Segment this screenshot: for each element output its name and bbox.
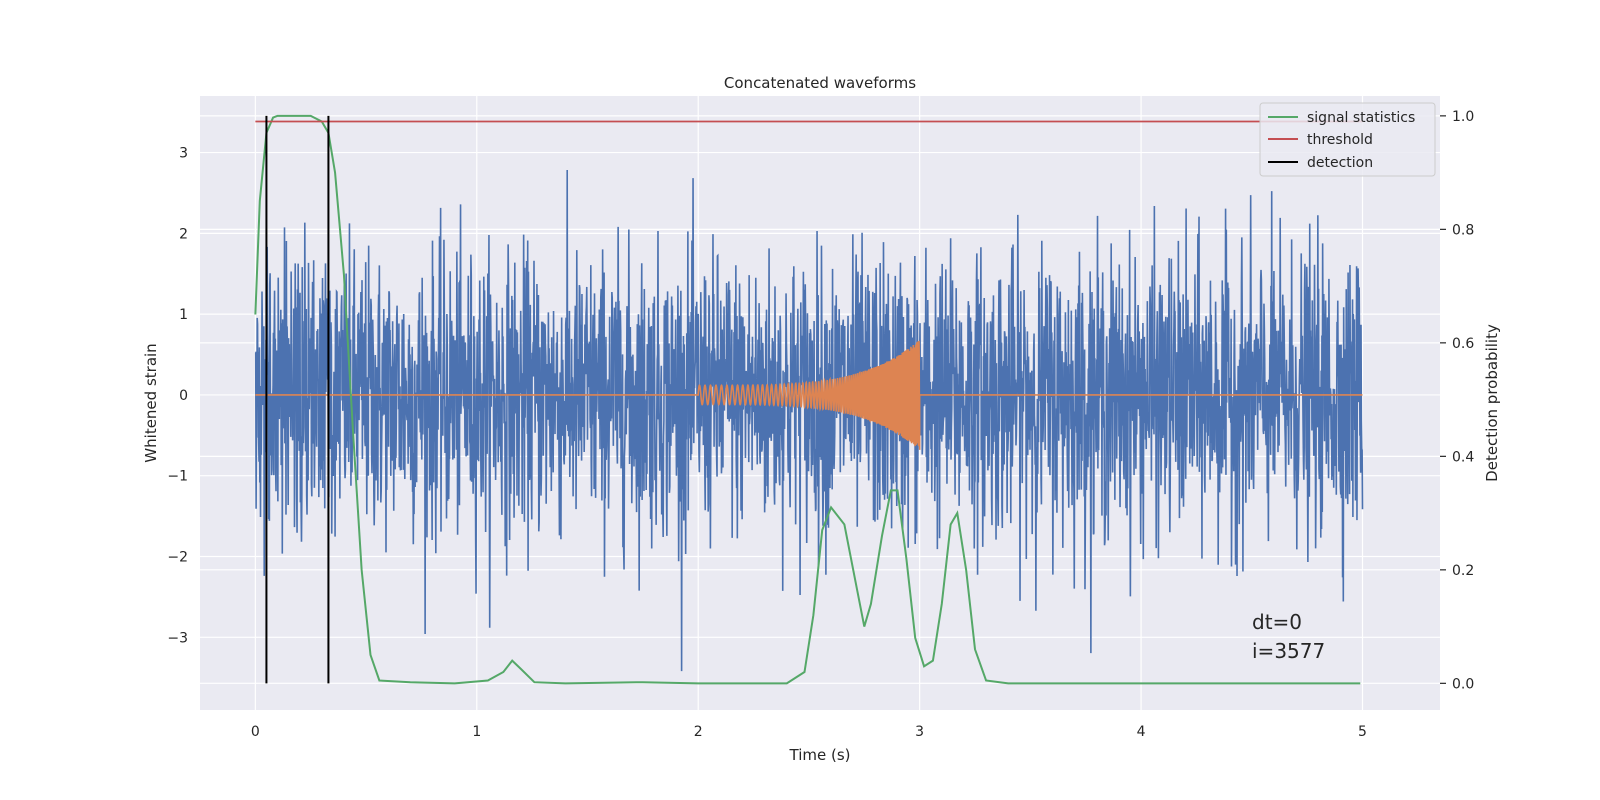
x-tick-label: 2 [694,724,703,740]
series-strain [254,170,1364,672]
y2-axis-label: Detection probability [1483,324,1501,482]
legend-box [1259,102,1436,177]
y-tick-label: −2 [167,550,188,566]
y-tick-label: −3 [167,630,188,646]
y2-tick-label: 0.0 [1452,676,1474,692]
legend-label-detection: detection [1307,155,1373,171]
y-tick-label: 1 [179,307,188,323]
y-axis-label: Whitened strain [142,343,160,462]
signal-statistics-line [254,114,1361,685]
series-signal-statistics [254,114,1361,685]
series-template [255,340,1363,450]
strain-line [254,170,1364,672]
annotation-dt: dt=0 [1252,610,1302,634]
y-tick-label: −1 [167,469,188,485]
x-tick-label: 4 [1137,724,1146,740]
y-tick-label: 3 [179,146,188,162]
y2-tick-label: 0.8 [1452,222,1474,238]
legend-label-signal-statistics: signal statistics [1307,110,1415,126]
legend: signal statistics threshold detection [1259,102,1436,177]
x-axis-label: Time (s) [789,746,851,764]
chart-title: Concatenated waveforms [724,74,916,92]
x-tick-label: 0 [251,724,260,740]
x-tick-label: 1 [472,724,481,740]
annotation-i: i=3577 [1252,639,1325,663]
x-tick-label: 5 [1358,724,1367,740]
x-tick-label: 3 [915,724,924,740]
y2-tick-label: 0.2 [1452,563,1474,579]
series-detection [265,115,330,684]
annotation: dt=0 i=3577 [1252,610,1325,663]
y2-tick-label: 0.6 [1452,336,1474,352]
y2-tick-label: 0.4 [1452,449,1474,465]
legend-label-threshold: threshold [1307,132,1373,148]
axes: 0 1 2 3 4 5 −3 −2 −1 0 1 2 3 0.0 0.2 0.4 0.6 0.8 1.0 [167,109,1474,740]
y-tick-label: 0 [179,388,188,404]
template-line [255,340,1363,450]
y-tick-label: 2 [179,226,188,242]
y2-tick-label: 1.0 [1452,109,1474,125]
